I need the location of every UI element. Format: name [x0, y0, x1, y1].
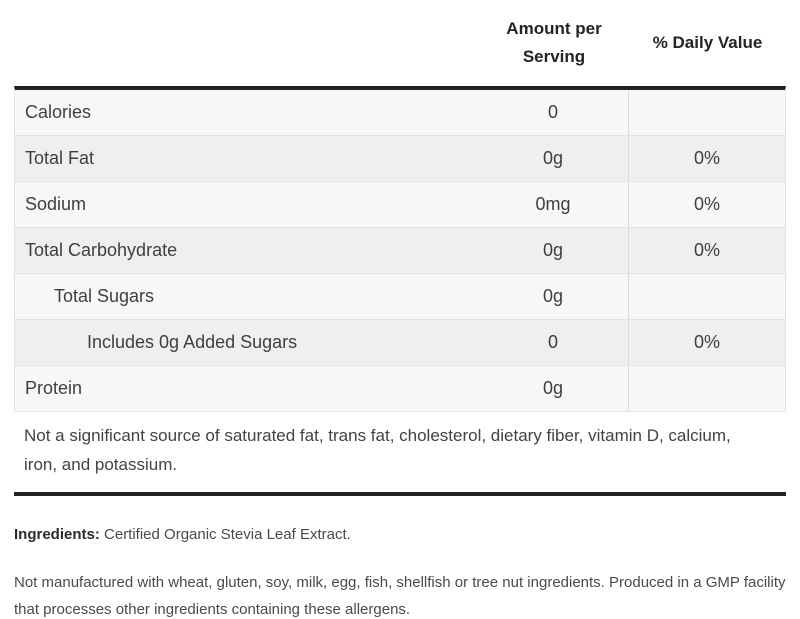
table-row: Total Fat 0g 0% [15, 136, 785, 182]
nutrient-daily-value [628, 90, 785, 135]
table-header-row: Amount per Serving % Daily Value [14, 0, 786, 86]
nutrient-label: Includes 0g Added Sugars [87, 332, 298, 352]
nutrient-amount: 0 [547, 332, 558, 352]
nutrient-daily-value: 0% [628, 136, 785, 181]
nutrient-label: Total Carbohydrate [25, 240, 178, 260]
table-row: Total Sugars 0g [15, 274, 785, 320]
table-row: Protein 0g [15, 366, 785, 412]
ingredients-label: Ingredients: [14, 526, 100, 543]
nutrient-daily-value: 0% [628, 228, 785, 273]
nutrient-amount: 0g [542, 148, 564, 168]
nutrient-daily-value [628, 274, 785, 319]
nutrient-daily-value [628, 366, 785, 411]
table-row: Sodium 0mg 0% [15, 182, 785, 228]
header-amount-line1: Amount per [506, 19, 602, 38]
nutrition-rows: Calories 0 Total Fat 0g 0% Sodium 0mg 0%… [14, 86, 786, 412]
nutrient-label: Protein [25, 378, 83, 398]
table-row: Total Carbohydrate 0g 0% [15, 228, 785, 274]
nutrient-amount: 0g [542, 240, 564, 260]
header-daily-value: % Daily Value [652, 33, 763, 52]
nutrient-label: Total Fat [25, 148, 95, 168]
allergen-note: Not manufactured with wheat, gluten, soy… [14, 574, 786, 618]
nutrient-label: Sodium [25, 194, 87, 214]
nutrient-amount: 0 [547, 102, 558, 122]
nutrient-label: Total Sugars [54, 286, 155, 306]
header-amount-per-serving: Amount per Serving [479, 15, 629, 71]
nutrient-amount: 0g [542, 286, 564, 306]
ingredients-value: Certified Organic Stevia Leaf Extract. [104, 526, 351, 543]
nutrient-label: Calories [25, 102, 92, 122]
nutrient-amount: 0mg [535, 194, 571, 214]
table-footnote: Not a significant source of saturated fa… [14, 412, 786, 496]
nutrient-daily-value: 0% [628, 320, 785, 365]
header-amount-line2: Serving [522, 47, 586, 66]
table-row: Includes 0g Added Sugars 0 0% [15, 320, 785, 366]
ingredients-paragraph: Ingredients: Certified Organic Stevia Le… [14, 526, 786, 543]
nutrient-amount: 0g [542, 378, 564, 398]
table-row: Calories 0 [15, 90, 785, 136]
nutrient-daily-value: 0% [628, 182, 785, 227]
